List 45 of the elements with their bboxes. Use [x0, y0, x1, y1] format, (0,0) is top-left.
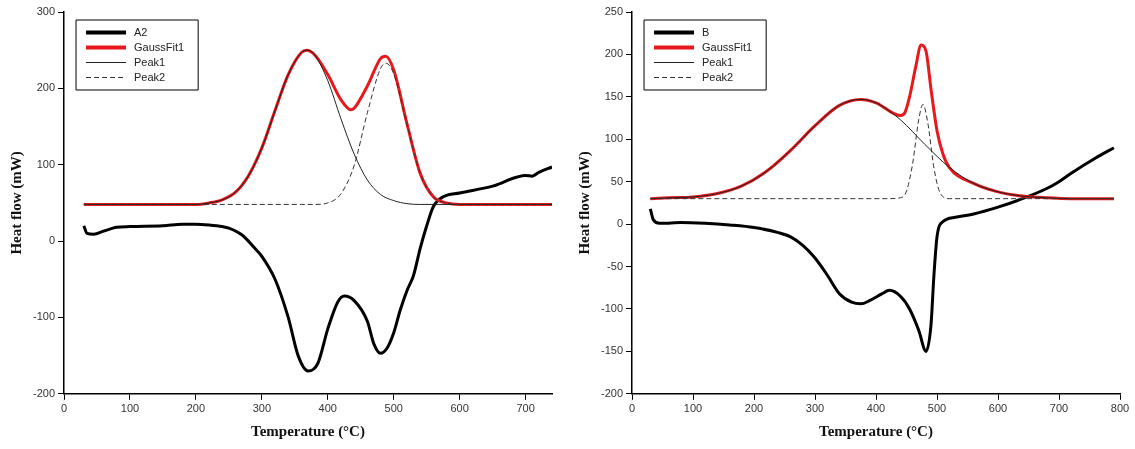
x-tick-label: 400	[866, 402, 885, 415]
x-tick-label: 100	[683, 402, 702, 415]
legend-label: Peak2	[134, 70, 166, 83]
x-tick-label: 0	[60, 402, 68, 415]
y-tick-label: -200	[600, 386, 623, 399]
x-tick-label: 400	[318, 402, 337, 415]
legend-label: B	[701, 25, 709, 38]
y-tick-label: 0	[48, 234, 56, 247]
x-tick-label: 500	[384, 402, 403, 415]
x-tick-label: 700	[1049, 402, 1068, 415]
y-tick-label: -100	[32, 310, 56, 323]
x-tick-label: 300	[252, 402, 272, 415]
x-tick-label: 0	[628, 402, 635, 415]
x-tick-label: 600	[450, 402, 469, 415]
x-tick-label: 600	[988, 402, 1007, 415]
x-axis-title: Temperature (°C)	[818, 422, 933, 440]
legend-label: Peak1	[701, 55, 733, 68]
y-tick-label: 200	[604, 47, 623, 60]
y-tick-label: 0	[616, 217, 623, 230]
y-axis-title: Heat flow (mW)	[575, 151, 593, 255]
x-tick-label: 300	[805, 402, 824, 415]
x-tick-label: 800	[1110, 402, 1129, 415]
y-tick-label: 150	[604, 89, 623, 102]
y-tick-label: 200	[36, 81, 56, 94]
x-tick-label: 500	[927, 402, 946, 415]
legend-label: A2	[134, 25, 148, 38]
y-tick-label: 100	[604, 132, 623, 145]
y-tick-label: -50	[606, 259, 623, 272]
legend-label: GaussFit1	[134, 40, 185, 53]
x-tick-label: 200	[744, 402, 763, 415]
y-tick-label: -150	[600, 344, 623, 357]
x-tick-label: 100	[120, 402, 140, 415]
x-tick-label: 200	[186, 402, 206, 415]
legend-label: GaussFit1	[701, 40, 752, 53]
x-tick-label: 700	[516, 402, 535, 415]
y-tick-label: -200	[32, 386, 56, 399]
y-tick-label: 50	[610, 174, 623, 187]
y-axis-title: Heat flow (mW)	[7, 151, 25, 255]
y-tick-label: 300	[36, 5, 56, 18]
y-tick-label: 250	[604, 5, 623, 18]
y-tick-label: -100	[600, 301, 623, 314]
legend-label: Peak1	[134, 55, 166, 68]
legend-label: Peak2	[701, 70, 733, 83]
x-axis-title: Temperature (°C)	[251, 422, 365, 440]
y-tick-label: 100	[36, 157, 56, 170]
